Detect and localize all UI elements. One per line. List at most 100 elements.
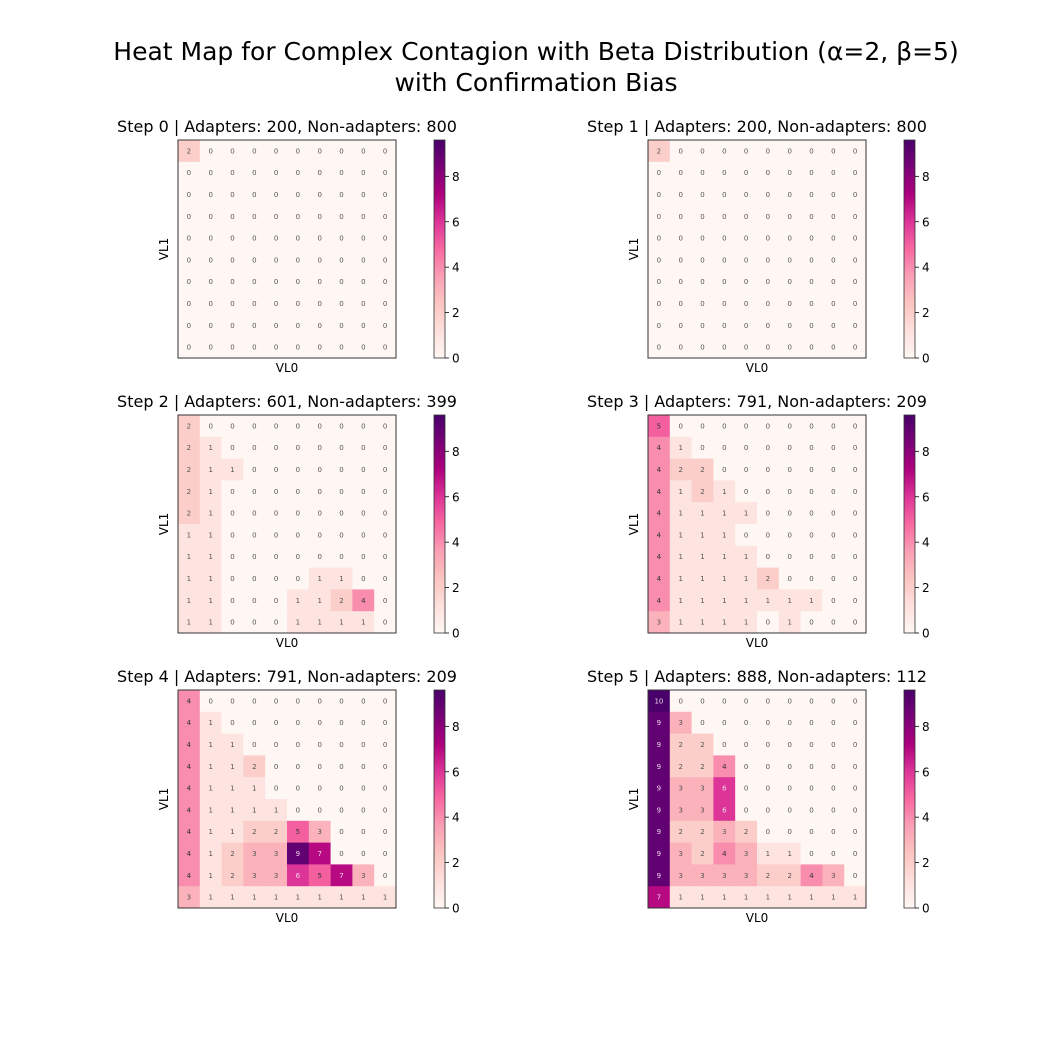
heatmap-cell <box>844 524 867 547</box>
cell-value-label: 0 <box>766 828 770 836</box>
heatmap-cell <box>778 842 801 865</box>
cell-value-label: 0 <box>700 213 704 221</box>
heatmap-cell <box>757 524 780 547</box>
cell-value-label: 1 <box>208 785 212 793</box>
cell-value-label: 0 <box>252 256 256 264</box>
cell-value-label: 2 <box>678 466 682 474</box>
cell-value-label: 0 <box>744 191 748 199</box>
cell-value-label: 5 <box>296 828 300 836</box>
heatmap-cell <box>374 458 397 481</box>
heatmap-cell <box>374 227 397 250</box>
colorbar <box>903 414 916 634</box>
heatmap-cell <box>844 886 867 909</box>
heatmap-cell <box>265 820 288 843</box>
heatmap-cell <box>243 249 266 272</box>
heatmap-cell <box>844 711 867 734</box>
heatmap-cell <box>199 249 222 272</box>
heatmap-cell <box>778 864 801 887</box>
heatmap-panel-0: Step 0 | Adapters: 200, Non-adapters: 80… <box>117 117 460 375</box>
cell-value-label: 1 <box>744 894 748 902</box>
heatmap-cell <box>822 480 845 503</box>
cell-value-label: 0 <box>274 300 278 308</box>
colorbar-tick-label: 2 <box>452 581 460 595</box>
heatmap-cell <box>199 314 222 337</box>
heatmap-cell <box>221 842 244 865</box>
heatmap-panel-2: Step 2 | Adapters: 601, Non-adapters: 39… <box>117 392 460 650</box>
heatmap-cell <box>735 415 758 438</box>
heatmap-cell <box>221 161 244 184</box>
heatmap-cell <box>178 820 201 843</box>
y-axis-label: VL1 <box>627 788 641 811</box>
heatmap-cell <box>800 886 823 909</box>
cell-value-label: 0 <box>853 763 857 771</box>
heatmap-cell <box>221 711 244 734</box>
cell-value-label: 1 <box>230 894 234 902</box>
cell-value-label: 0 <box>339 806 343 814</box>
cell-value-label: 0 <box>766 553 770 561</box>
heatmap-cell <box>778 711 801 734</box>
cell-value-label: 0 <box>230 510 234 518</box>
heatmap-cell <box>713 545 736 568</box>
cell-value-label: 1 <box>678 531 682 539</box>
heatmap-cell <box>648 161 671 184</box>
cell-value-label: 1 <box>208 619 212 627</box>
cell-value-label: 0 <box>361 191 365 199</box>
heatmap-cell <box>243 524 266 547</box>
cell-value-label: 0 <box>787 466 791 474</box>
cell-value-label: 0 <box>274 553 278 561</box>
heatmap-cell <box>844 799 867 822</box>
heatmap-cell <box>178 249 201 272</box>
cell-value-label: 0 <box>383 256 387 264</box>
heatmap-cell <box>757 436 780 459</box>
cell-value-label: 0 <box>787 741 791 749</box>
cell-value-label: 9 <box>657 719 661 727</box>
cell-value-label: 3 <box>678 806 682 814</box>
heatmap-cell <box>844 690 867 713</box>
heatmap-cell <box>800 611 823 634</box>
heatmap-cell <box>308 567 331 590</box>
cell-value-label: 0 <box>252 300 256 308</box>
heatmap-cell <box>713 249 736 272</box>
cell-value-label: 0 <box>744 235 748 243</box>
heatmap-cell <box>757 480 780 503</box>
heatmap-cell <box>199 292 222 315</box>
cell-value-label: 0 <box>657 256 661 264</box>
heatmap-cell <box>243 711 266 734</box>
heatmap-cell <box>178 502 201 525</box>
cell-value-label: 0 <box>787 785 791 793</box>
cell-value-label: 0 <box>657 344 661 352</box>
heatmap-cell <box>822 733 845 756</box>
cell-value-label: 0 <box>361 575 365 583</box>
heatmap-cell <box>352 545 375 568</box>
heatmap-cell <box>221 733 244 756</box>
heatmap-cell <box>822 227 845 250</box>
heatmap-cell <box>822 292 845 315</box>
heatmap-cell <box>308 270 331 293</box>
heatmap-cell <box>735 205 758 228</box>
heatmap-cell <box>648 314 671 337</box>
cell-value-label: 1 <box>722 597 726 605</box>
cell-value-label: 0 <box>187 169 191 177</box>
cell-value-label: 0 <box>361 213 365 221</box>
heatmap-cell <box>691 415 714 438</box>
heatmap-cell <box>330 336 353 359</box>
heatmap-cell <box>844 249 867 272</box>
plot-frame <box>177 689 397 909</box>
heatmap-cell <box>221 524 244 547</box>
heatmap-cell <box>669 270 692 293</box>
cell-value-label: 0 <box>274 256 278 264</box>
cell-value-label: 1 <box>744 619 748 627</box>
heatmap-cell <box>374 292 397 315</box>
cell-value-label: 0 <box>722 422 726 430</box>
heatmap-cell <box>330 545 353 568</box>
cell-value-label: 0 <box>831 741 835 749</box>
x-axis-label: VL0 <box>746 636 769 650</box>
cell-value-label: 1 <box>383 894 387 902</box>
cell-value-label: 0 <box>809 619 813 627</box>
cell-value-label: 0 <box>296 697 300 705</box>
heatmap-cell <box>822 864 845 887</box>
cell-value-label: 0 <box>853 828 857 836</box>
heatmap-cell <box>265 270 288 293</box>
heatmap-cell <box>221 183 244 206</box>
plot-frame <box>647 139 867 359</box>
